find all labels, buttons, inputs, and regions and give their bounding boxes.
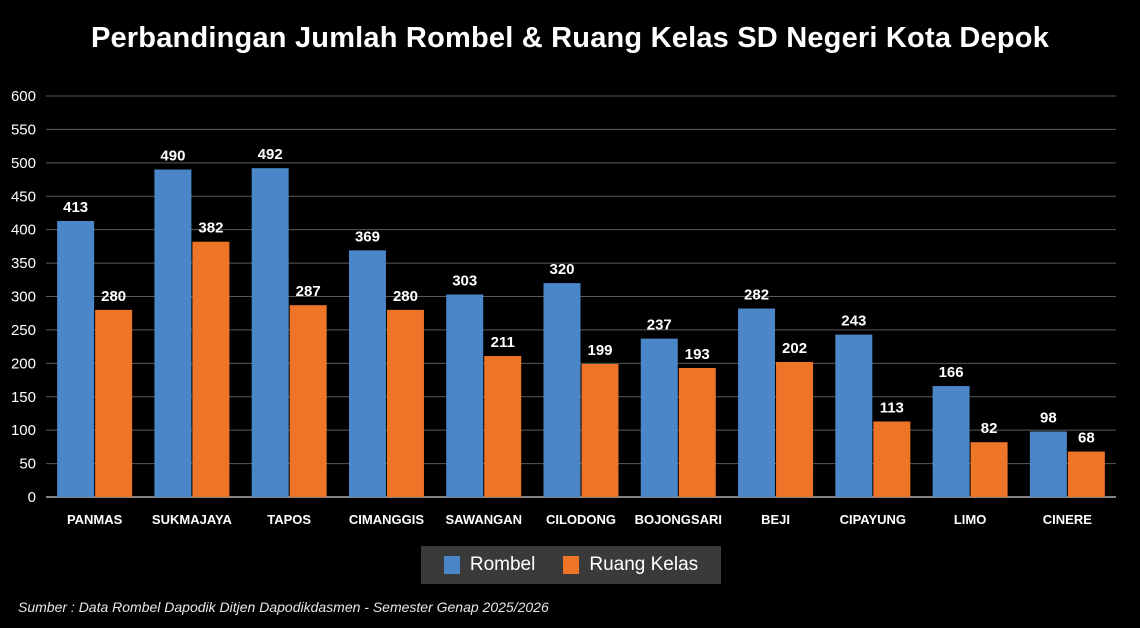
data-label-ruang-kelas: 280	[101, 288, 126, 305]
data-label-rombel: 166	[939, 364, 964, 381]
data-label-rombel: 243	[841, 313, 866, 330]
bar-rombel	[640, 338, 678, 497]
y-tick-label: 200	[11, 355, 36, 372]
bar-rombel	[543, 283, 581, 497]
data-label-ruang-kelas: 211	[491, 334, 515, 351]
data-label-rombel: 369	[355, 228, 380, 245]
data-label-ruang-kelas: 202	[782, 340, 807, 357]
x-tick-label: SAWANGAN	[445, 512, 522, 527]
y-tick-label: 150	[11, 389, 36, 406]
bar-rombel	[738, 308, 776, 497]
x-tick-label: CIMANGGIS	[349, 512, 424, 527]
data-label-ruang-kelas: 82	[981, 420, 998, 437]
bar-ruang-kelas	[970, 442, 1008, 497]
bar-rombel	[835, 334, 873, 497]
y-tick-label: 100	[11, 422, 36, 439]
bars	[57, 168, 1105, 497]
legend-swatch-rombel	[443, 556, 460, 574]
bar-ruang-kelas	[873, 421, 911, 497]
bar-ruang-kelas	[95, 309, 133, 497]
data-label-ruang-kelas: 280	[393, 288, 418, 305]
x-tick-label: CILODONG	[546, 512, 616, 527]
data-label-rombel: 237	[647, 317, 672, 334]
bar-rombel	[57, 220, 95, 497]
y-tick-label: 300	[11, 289, 36, 306]
data-label-rombel: 490	[160, 148, 185, 165]
legend-item-ruang-kelas: Ruang Kelas	[563, 554, 698, 576]
x-tick-label: SUKMAJAYA	[152, 512, 233, 527]
bar-ruang-kelas	[192, 241, 230, 497]
y-tick-label: 550	[11, 121, 36, 138]
data-label-ruang-kelas: 68	[1078, 430, 1095, 447]
data-label-ruang-kelas: 113	[880, 399, 904, 416]
x-tick-label: BOJONGSARI	[635, 512, 722, 527]
x-tick-label: LIMO	[954, 512, 987, 527]
bar-ruang-kelas	[581, 364, 619, 497]
data-label-rombel: 98	[1040, 410, 1057, 427]
x-tick-label: PANMAS	[67, 512, 123, 527]
y-axis-ticks: 0 50 100 150 200 250 300 350 400 450 500 550 600	[11, 88, 36, 506]
y-tick-label: 50	[19, 456, 36, 473]
data-label-rombel: 303	[452, 272, 477, 289]
y-tick-label: 600	[11, 88, 36, 105]
y-tick-label: 250	[11, 322, 36, 339]
x-tick-label: BEJI	[761, 512, 790, 527]
data-label-rombel: 282	[744, 287, 769, 304]
bar-rombel	[251, 168, 289, 497]
bar-rombel	[154, 169, 192, 497]
x-tick-label: TAPOS	[267, 512, 311, 527]
bar-rombel	[348, 250, 386, 497]
legend-swatch-ruang-kelas	[563, 556, 580, 574]
legend: Rombel Ruang Kelas	[421, 546, 721, 584]
data-label-rombel: 413	[63, 199, 88, 216]
source-note: Sumber : Data Rombel Dapodik Ditjen Dapo…	[18, 599, 549, 615]
y-tick-label: 0	[28, 489, 36, 506]
data-label-ruang-kelas: 287	[296, 283, 321, 300]
data-label-ruang-kelas: 199	[587, 342, 612, 359]
data-labels: 413 280 490 382 492 287 369 280 303 211 320 199 237 1…	[63, 146, 1095, 446]
legend-item-rombel: Rombel	[443, 554, 536, 576]
data-label-ruang-kelas: 193	[685, 346, 710, 363]
bar-rombel	[932, 386, 970, 497]
x-tick-label: CINERE	[1043, 512, 1092, 527]
bar-ruang-kelas	[289, 305, 327, 497]
x-tick-label: CIPAYUNG	[840, 512, 906, 527]
bar-ruang-kelas	[484, 355, 522, 497]
bar-ruang-kelas	[776, 361, 814, 497]
y-tick-label: 400	[11, 222, 36, 239]
y-tick-label: 350	[11, 255, 36, 272]
legend-label-ruang-kelas: Ruang Kelas	[589, 554, 699, 575]
y-tick-label: 500	[11, 155, 36, 172]
bar-ruang-kelas	[1067, 451, 1105, 497]
legend-label-rombel: Rombel	[469, 554, 536, 575]
x-axis-ticks: PANMAS SUKMAJAYA TAPOS CIMANGGIS SAWANGAN CIL…	[67, 512, 1092, 527]
data-label-ruang-kelas: 382	[198, 220, 223, 237]
y-tick-label: 450	[11, 188, 36, 205]
data-label-rombel: 320	[549, 261, 574, 278]
bar-ruang-kelas	[386, 309, 424, 497]
bar-ruang-kelas	[678, 368, 716, 497]
bar-rombel	[1029, 431, 1067, 497]
data-label-rombel: 492	[258, 146, 283, 163]
chart-title: Perbandingan Jumlah Rombel & Ruang Kelas…	[90, 22, 1050, 54]
bar-rombel	[446, 294, 484, 497]
